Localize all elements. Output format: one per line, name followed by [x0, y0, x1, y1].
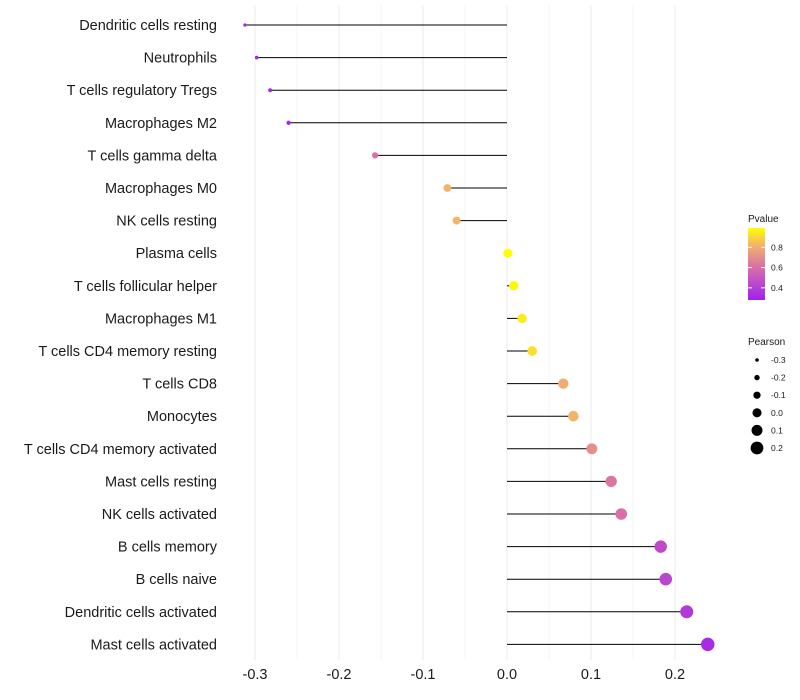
size-legend-label: -0.2	[771, 373, 786, 383]
data-point	[509, 281, 519, 291]
size-legend-key	[755, 358, 759, 362]
pvalue-colorbar	[748, 228, 765, 300]
y-axis-label: T cells gamma delta	[88, 148, 218, 164]
data-point	[659, 572, 673, 586]
points	[243, 23, 715, 652]
size-legend-key	[750, 441, 764, 455]
data-point	[268, 88, 273, 93]
size-legend-key	[751, 424, 763, 436]
x-tick-label: 0.2	[665, 667, 685, 683]
x-tick-label: 0.1	[581, 667, 601, 683]
data-point	[527, 346, 538, 356]
y-axis-label: Mast cells activated	[90, 637, 217, 653]
data-point	[654, 540, 667, 553]
data-point	[615, 508, 628, 520]
y-axis-label: T cells CD4 memory activated	[24, 442, 217, 458]
y-axis-label: Mast cells resting	[105, 474, 217, 490]
y-axis-label: NK cells activated	[102, 507, 217, 523]
data-point	[568, 410, 579, 422]
y-axis-labels: Dendritic cells resting Neutrophils T cell…	[24, 18, 218, 653]
y-axis-label: Monocytes	[147, 409, 217, 425]
colorbar-tick-label: 0.4	[771, 283, 783, 293]
y-axis-label: NK cells resting	[116, 214, 217, 230]
pearson-legend-title: Pearson	[748, 337, 785, 348]
x-tick-label: -0.2	[327, 667, 352, 683]
y-axis-label: Plasma cells	[136, 246, 217, 262]
data-point	[372, 152, 379, 159]
size-legend-label: -0.1	[771, 390, 786, 400]
stems	[244, 24, 708, 645]
y-axis-label: Dendritic cells resting	[79, 18, 217, 34]
data-point	[558, 378, 569, 389]
size-legend-label: 0.2	[771, 443, 783, 453]
size-legend-key	[752, 408, 762, 418]
y-axis-label: B cells naive	[136, 572, 217, 588]
size-legend-key	[754, 374, 760, 381]
pvalue-legend: Pvalue 0.4 0.6 0.8	[748, 214, 783, 300]
y-axis-label: T cells CD8	[142, 377, 217, 393]
data-point	[243, 23, 247, 27]
x-tick-label: -0.1	[411, 667, 436, 683]
y-axis-label: Dendritic cells activated	[65, 605, 217, 621]
data-point	[503, 248, 513, 258]
x-tick-label: 0.0	[497, 667, 517, 683]
y-axis-label: T cells CD4 memory resting	[38, 344, 217, 360]
data-point	[680, 605, 694, 619]
data-point	[517, 313, 527, 324]
y-axis-label: T cells regulatory Tregs	[67, 83, 217, 99]
y-axis-label: B cells memory	[118, 540, 218, 556]
grid-lines	[254, 5, 676, 660]
data-point	[443, 184, 452, 192]
data-point	[586, 443, 598, 455]
size-legend-label: 0.0	[771, 408, 783, 418]
data-point	[605, 475, 617, 488]
y-axis-label: Macrophages M2	[105, 116, 217, 132]
y-axis-label: T cells follicular helper	[74, 279, 217, 295]
data-point	[254, 55, 259, 60]
data-point	[701, 637, 715, 652]
y-axis-label: Macrophages M0	[105, 181, 217, 197]
y-axis-label: Macrophages M1	[105, 311, 217, 327]
pvalue-legend-title: Pvalue	[748, 214, 779, 225]
data-point	[452, 216, 461, 225]
x-axis-tick-labels: -0.3 -0.2 -0.1 0.0 0.1 0.2	[243, 667, 686, 683]
size-legend-label: 0.1	[771, 425, 783, 435]
pearson-legend: Pearson -0.3 -0.2 -0.1 0.0 0.1 0.2	[748, 337, 786, 455]
x-tick-label: -0.3	[243, 667, 268, 683]
size-legend-key	[753, 391, 761, 399]
y-axis-label: Neutrophils	[144, 51, 217, 67]
colorbar-tick-label: 0.6	[771, 263, 783, 273]
colorbar-tick-label: 0.8	[771, 242, 783, 252]
data-point	[286, 120, 291, 125]
size-legend-label: -0.3	[771, 355, 786, 365]
